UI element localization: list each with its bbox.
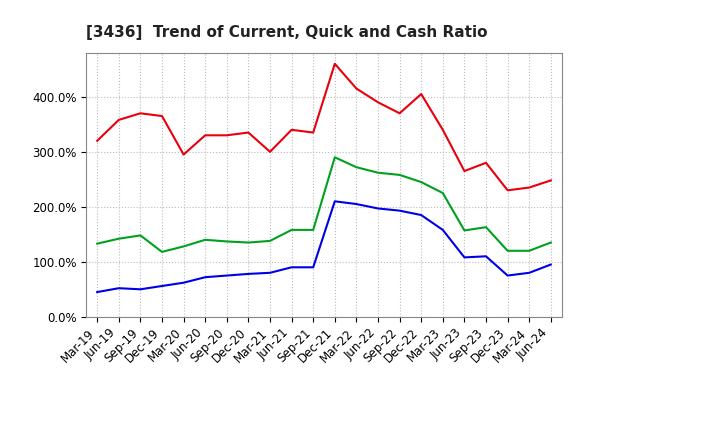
Cash Ratio <box>525 270 534 275</box>
Current Ratio <box>525 185 534 190</box>
Current Ratio <box>266 149 274 154</box>
Cash Ratio <box>222 273 231 278</box>
Quick Ratio <box>482 224 490 230</box>
Quick Ratio <box>266 238 274 244</box>
Quick Ratio <box>525 248 534 253</box>
Quick Ratio <box>417 180 426 185</box>
Cash Ratio <box>460 255 469 260</box>
Cash Ratio <box>93 290 102 295</box>
Current Ratio <box>438 127 447 132</box>
Quick Ratio <box>438 191 447 196</box>
Cash Ratio <box>417 213 426 218</box>
Current Ratio <box>93 138 102 143</box>
Cash Ratio <box>266 270 274 275</box>
Quick Ratio <box>93 241 102 246</box>
Cash Ratio <box>374 206 382 211</box>
Cash Ratio <box>287 264 296 270</box>
Quick Ratio <box>395 172 404 177</box>
Quick Ratio <box>222 239 231 244</box>
Current Ratio <box>158 114 166 119</box>
Current Ratio <box>114 117 123 122</box>
Cash Ratio <box>395 208 404 213</box>
Current Ratio <box>460 169 469 174</box>
Current Ratio <box>330 61 339 66</box>
Text: [3436]  Trend of Current, Quick and Cash Ratio: [3436] Trend of Current, Quick and Cash … <box>86 25 488 40</box>
Line: Current Ratio: Current Ratio <box>97 64 551 190</box>
Cash Ratio <box>352 202 361 207</box>
Quick Ratio <box>287 227 296 232</box>
Current Ratio <box>503 187 512 193</box>
Cash Ratio <box>330 198 339 204</box>
Quick Ratio <box>201 237 210 242</box>
Current Ratio <box>417 92 426 97</box>
Quick Ratio <box>352 165 361 170</box>
Current Ratio <box>244 130 253 135</box>
Quick Ratio <box>503 248 512 253</box>
Cash Ratio <box>482 253 490 259</box>
Current Ratio <box>374 99 382 105</box>
Quick Ratio <box>460 228 469 233</box>
Quick Ratio <box>309 227 318 232</box>
Current Ratio <box>201 132 210 138</box>
Quick Ratio <box>158 249 166 254</box>
Cash Ratio <box>158 283 166 289</box>
Current Ratio <box>287 127 296 132</box>
Cash Ratio <box>503 273 512 278</box>
Current Ratio <box>222 132 231 138</box>
Current Ratio <box>395 110 404 116</box>
Quick Ratio <box>330 154 339 160</box>
Line: Cash Ratio: Cash Ratio <box>97 201 551 292</box>
Cash Ratio <box>179 280 188 285</box>
Cash Ratio <box>244 271 253 276</box>
Quick Ratio <box>179 244 188 249</box>
Quick Ratio <box>136 233 145 238</box>
Current Ratio <box>309 130 318 135</box>
Current Ratio <box>179 152 188 157</box>
Quick Ratio <box>374 170 382 175</box>
Cash Ratio <box>309 264 318 270</box>
Cash Ratio <box>201 275 210 280</box>
Cash Ratio <box>136 287 145 292</box>
Cash Ratio <box>114 286 123 291</box>
Quick Ratio <box>546 240 555 245</box>
Cash Ratio <box>438 227 447 232</box>
Current Ratio <box>482 160 490 165</box>
Current Ratio <box>136 110 145 116</box>
Current Ratio <box>546 178 555 183</box>
Quick Ratio <box>114 236 123 241</box>
Current Ratio <box>352 86 361 91</box>
Quick Ratio <box>244 240 253 245</box>
Line: Quick Ratio: Quick Ratio <box>97 157 551 252</box>
Cash Ratio <box>546 262 555 267</box>
